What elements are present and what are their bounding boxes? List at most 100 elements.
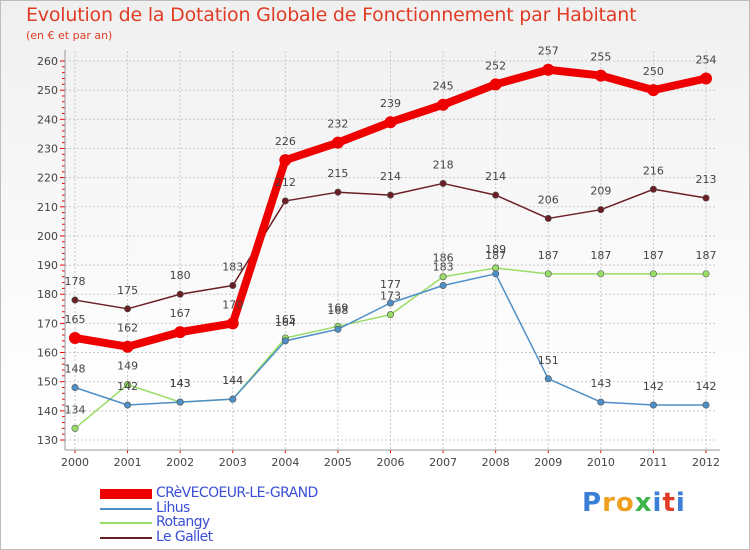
- data-label: 180: [170, 269, 191, 282]
- y-tick-label: 150: [37, 376, 58, 389]
- data-point: [69, 331, 81, 344]
- data-label: 216: [643, 164, 664, 177]
- data-point: [594, 69, 607, 82]
- data-point: [702, 401, 710, 409]
- data-label: 143: [170, 377, 191, 390]
- data-point: [597, 270, 605, 278]
- data-label: 214: [485, 170, 506, 183]
- data-point: [281, 197, 289, 205]
- data-label: 169: [327, 301, 348, 314]
- data-label: 213: [696, 173, 717, 186]
- x-tick-label: 2012: [692, 456, 720, 469]
- data-point: [439, 281, 447, 289]
- data-point: [281, 337, 289, 345]
- data-point: [492, 270, 500, 278]
- data-label: 257: [538, 45, 559, 58]
- legend-swatch-crevecoeur: [100, 489, 152, 499]
- data-point: [489, 78, 502, 91]
- logo-letter: P: [582, 488, 603, 518]
- logo-letter: o: [615, 488, 635, 518]
- legend-swatch-rotangy: [100, 522, 152, 524]
- data-point: [176, 398, 184, 406]
- legend-label-lihus: Lihus: [156, 500, 190, 516]
- data-point: [702, 194, 710, 202]
- data-point: [700, 72, 712, 85]
- data-label: 149: [117, 360, 138, 373]
- data-point: [331, 136, 344, 149]
- data-labels: 178 175 180 183 212 215 214 218 214 206 209 216 213 1…: [65, 45, 717, 417]
- data-label: 173: [380, 290, 401, 303]
- data-label: 167: [170, 307, 191, 320]
- x-tick-label: 2009: [534, 456, 562, 469]
- data-point: [647, 84, 660, 97]
- data-label: 175: [117, 284, 138, 297]
- legend-label-rotangy: Rotangy: [156, 514, 210, 530]
- data-label: 252: [485, 59, 506, 72]
- data-point: [386, 311, 394, 319]
- logo-letter: x: [634, 488, 653, 518]
- legend-label-le-gallet: Le Gallet: [156, 529, 213, 545]
- data-label: 215: [327, 167, 348, 180]
- data-label: 162: [117, 322, 138, 335]
- series-lines: [69, 63, 712, 432]
- data-label: 151: [538, 354, 559, 367]
- data-point: [124, 305, 132, 313]
- data-point: [229, 281, 237, 289]
- data-point: [649, 401, 657, 409]
- y-tick-label: 180: [37, 288, 58, 301]
- data-label: 239: [380, 97, 401, 110]
- data-label: 187: [485, 249, 506, 262]
- data-point: [649, 185, 657, 193]
- data-point: [492, 191, 500, 199]
- y-tick-label: 210: [37, 201, 58, 214]
- chart-subtitle: (en € et par an): [26, 29, 113, 42]
- data-label: 170: [222, 298, 243, 311]
- data-label: 177: [380, 278, 401, 291]
- data-point: [124, 401, 132, 409]
- x-tick-label: 2001: [114, 456, 142, 469]
- legend-swatch-le-gallet: [100, 537, 152, 539]
- data-point: [174, 326, 187, 339]
- data-label: 144: [222, 374, 243, 387]
- data-label: 186: [433, 252, 454, 265]
- data-point: [439, 273, 447, 281]
- logo-letter: i: [652, 488, 663, 518]
- data-label: 183: [433, 260, 454, 273]
- y-tick-label: 130: [37, 434, 58, 447]
- data-label: 245: [433, 80, 454, 93]
- data-label: 187: [696, 249, 717, 262]
- data-label: 255: [590, 51, 611, 64]
- data-label: 189: [485, 243, 506, 256]
- data-label: 254: [696, 53, 717, 66]
- x-tick-label: 2010: [587, 456, 615, 469]
- data-point: [279, 154, 292, 167]
- data-label: 143: [590, 377, 611, 390]
- y-tick-label: 230: [37, 142, 58, 155]
- x-tick-label: 2004: [271, 456, 299, 469]
- proxiti-logo: Proxiti: [582, 488, 686, 518]
- data-label: 148: [65, 363, 86, 376]
- x-tick-label: 2006: [377, 456, 405, 469]
- x-tick-label: 2011: [639, 456, 667, 469]
- data-point: [229, 395, 237, 403]
- data-label: 164: [275, 316, 296, 329]
- data-point: [439, 179, 447, 187]
- x-tick-label: 2008: [482, 456, 510, 469]
- data-label: 143: [170, 377, 191, 390]
- data-label: 168: [327, 304, 348, 317]
- y-tick-label: 220: [37, 172, 58, 185]
- logo-letter: r: [602, 488, 616, 518]
- axes: 130 140 150 160 170 180 190 200 210 220 230 240 250 2…: [37, 50, 720, 469]
- data-point: [71, 384, 79, 392]
- data-point: [597, 398, 605, 406]
- y-tick-label: 260: [37, 55, 58, 68]
- data-point: [437, 98, 450, 111]
- data-point: [702, 270, 710, 278]
- legend-swatch-lihus: [100, 508, 152, 510]
- y-tick-label: 240: [37, 113, 58, 126]
- data-label: 214: [380, 170, 401, 183]
- data-label: 187: [538, 249, 559, 262]
- data-point: [71, 296, 79, 304]
- data-label: 178: [65, 275, 86, 288]
